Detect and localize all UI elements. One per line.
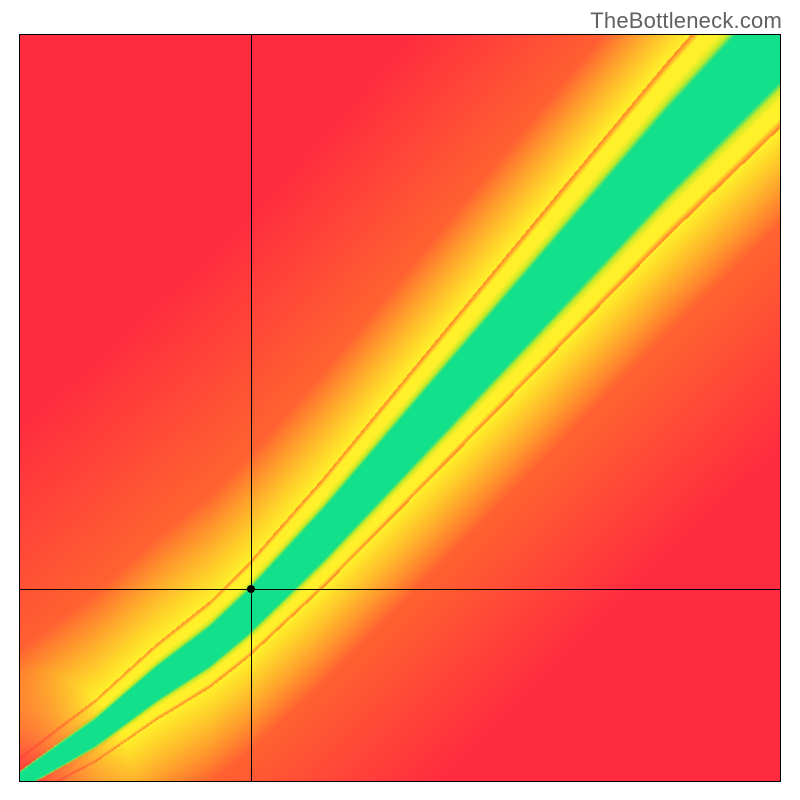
crosshair-horizontal: [19, 589, 781, 590]
crosshair-marker: [247, 585, 255, 593]
watermark-text: TheBottleneck.com: [590, 8, 782, 34]
chart-container: TheBottleneck.com: [0, 0, 800, 800]
crosshair-vertical: [251, 34, 252, 782]
plot-border: [19, 34, 781, 782]
